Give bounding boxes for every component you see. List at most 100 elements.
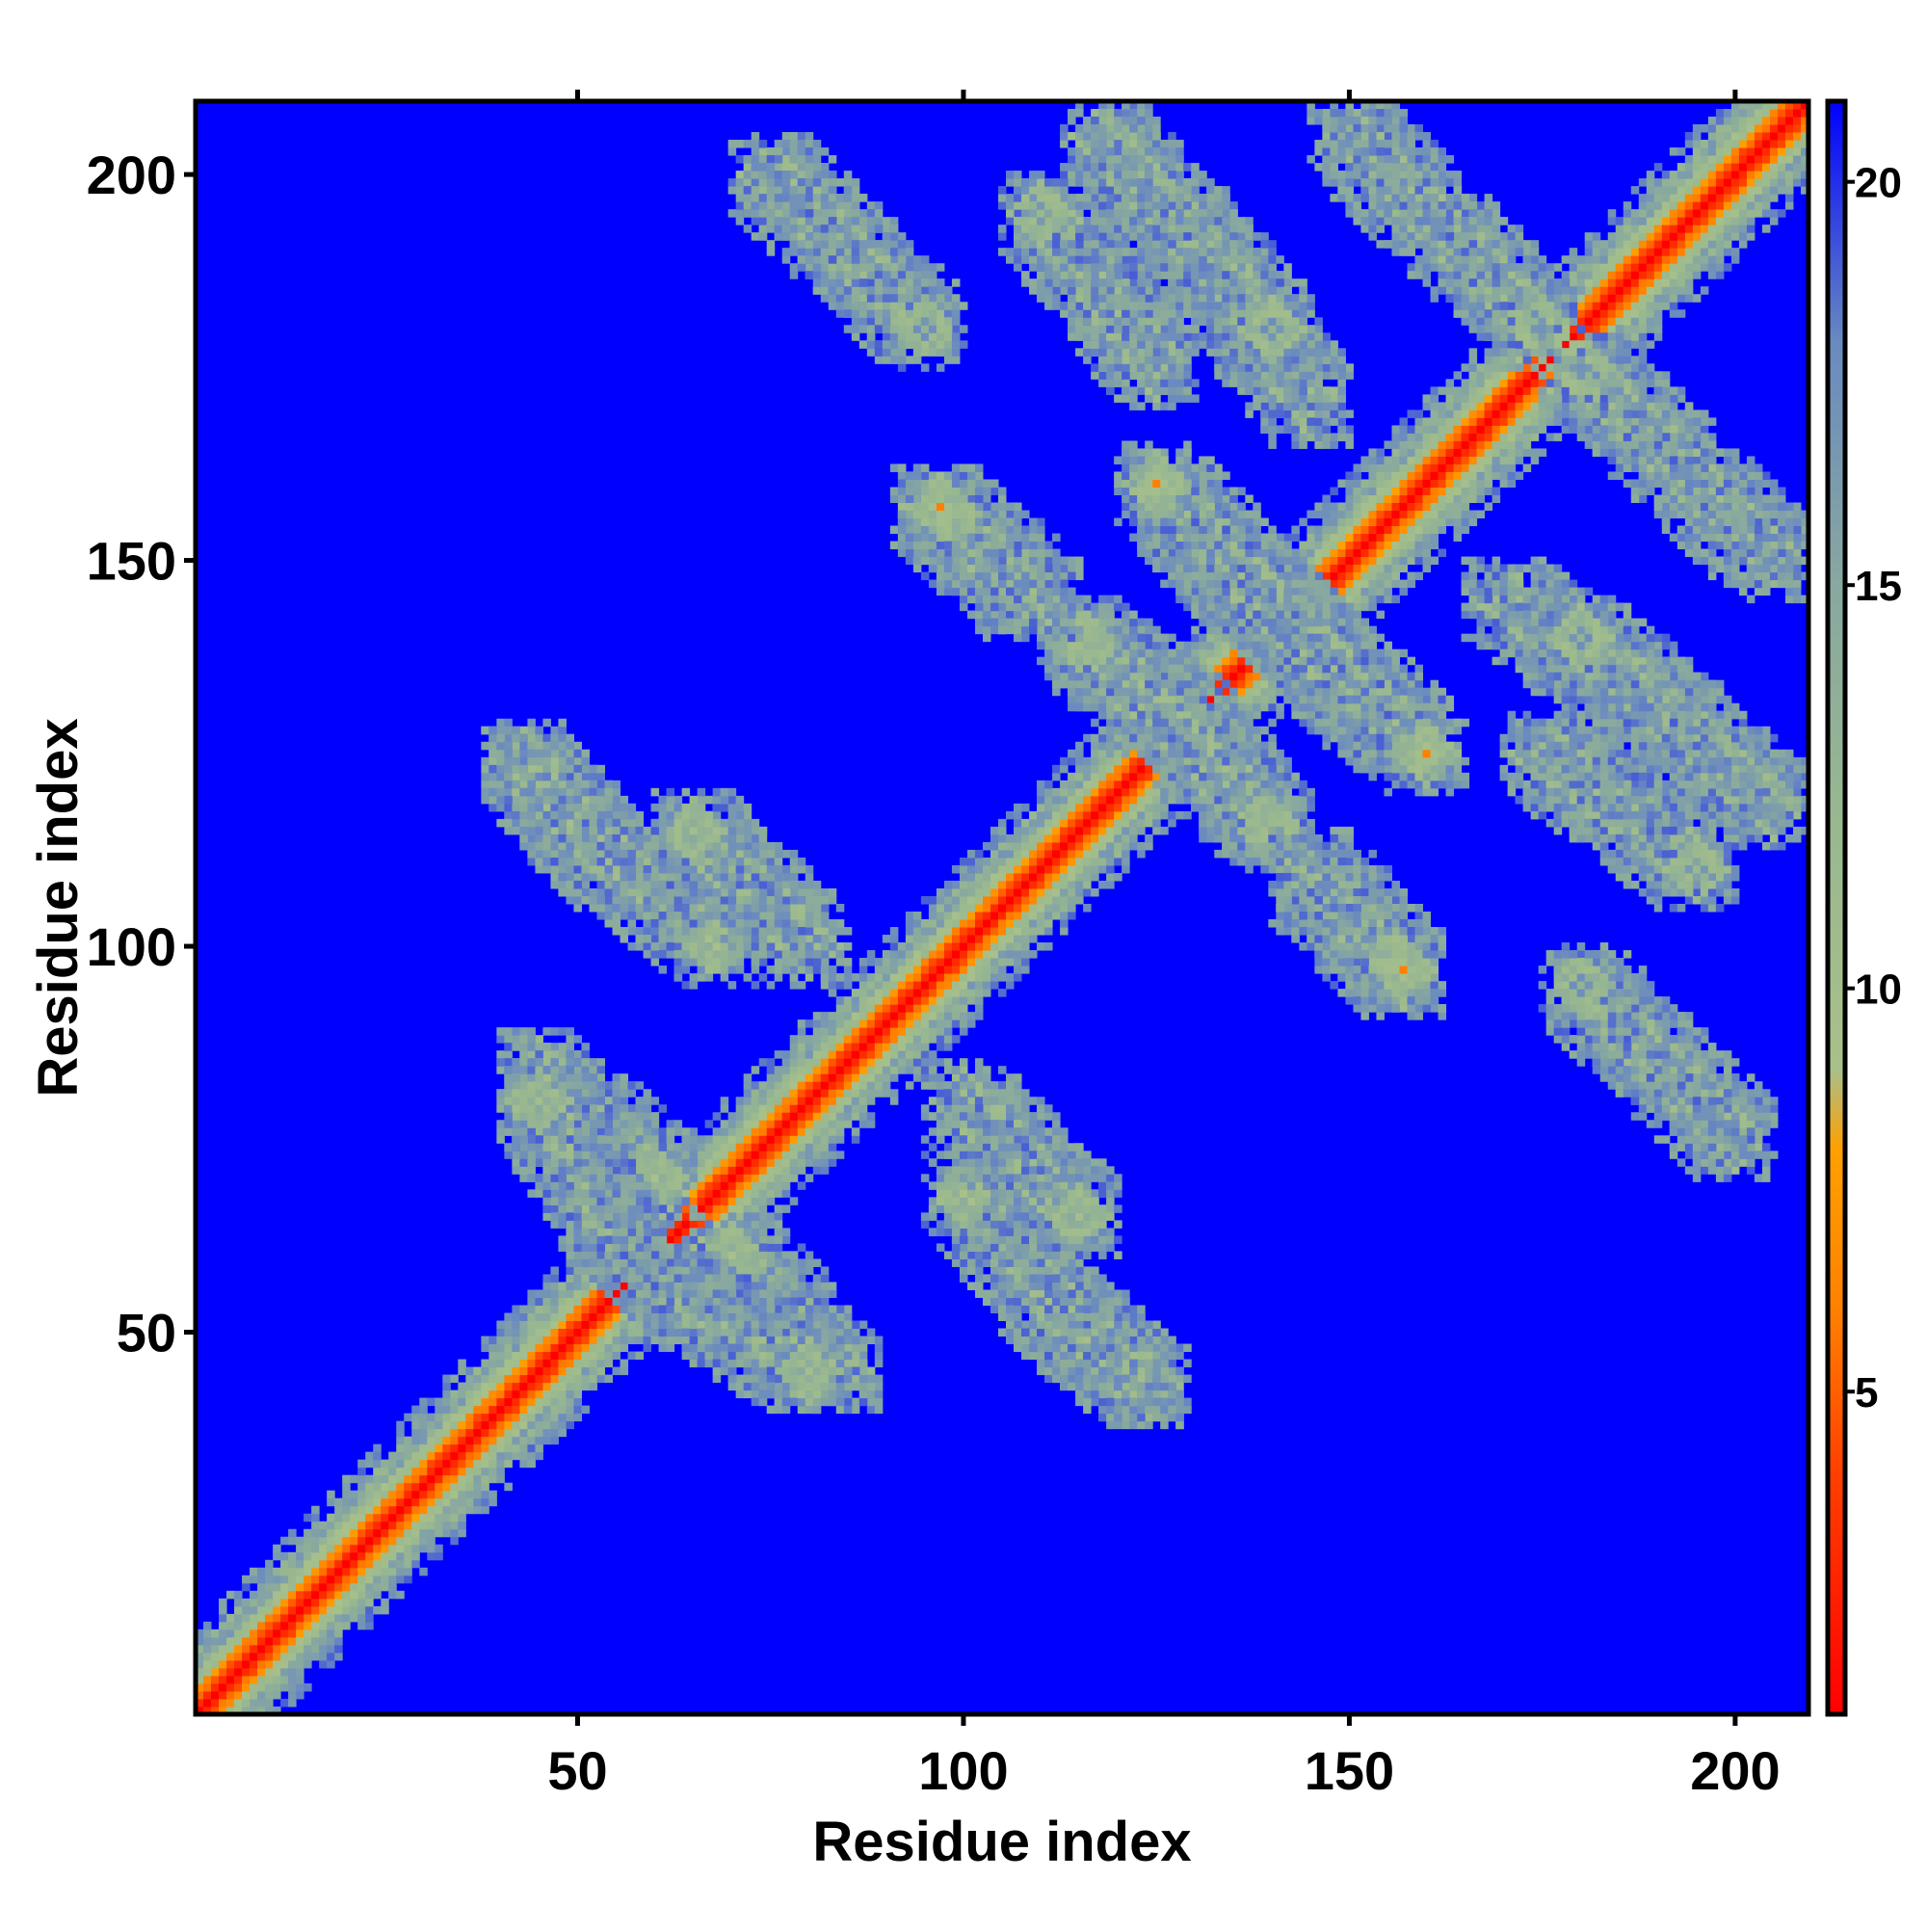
heatmap-cell — [342, 1506, 351, 1515]
heatmap-cell — [273, 1568, 281, 1576]
heatmap-cell — [265, 1622, 274, 1630]
heatmap-cell — [450, 1414, 459, 1422]
heatmap-cell — [265, 1629, 274, 1638]
heatmap-cell — [311, 1653, 320, 1661]
heatmap-cell — [226, 1683, 235, 1692]
heatmap-cell — [404, 1452, 412, 1461]
heatmap-cell — [280, 1699, 289, 1707]
heatmap-cell — [512, 1344, 520, 1353]
heatmap-cell — [357, 1614, 366, 1623]
heatmap-cell — [458, 1483, 466, 1492]
heatmap-cell — [442, 1383, 451, 1391]
heatmap-cell — [311, 1560, 320, 1569]
heatmap-cell — [504, 1390, 513, 1399]
heatmap-cell — [234, 1629, 243, 1638]
heatmap-cell — [381, 1599, 389, 1607]
heatmap-cell — [296, 1606, 304, 1615]
heatmap-cell — [504, 1383, 513, 1391]
heatmap-cell — [342, 1552, 351, 1561]
heatmap-cell — [250, 1676, 258, 1684]
heatmap-cell — [404, 1414, 412, 1422]
heatmap-cell — [465, 1498, 474, 1507]
heatmap-cell — [273, 1575, 281, 1584]
heatmap-cell — [411, 1560, 420, 1569]
heatmap-cell — [304, 1575, 312, 1584]
heatmap-cell — [481, 1444, 489, 1453]
heatmap-cell — [365, 1475, 374, 1484]
heatmap-cell — [334, 1537, 343, 1546]
heatmap-cell — [458, 1506, 466, 1515]
heatmap-cell — [304, 1622, 312, 1630]
heatmap-cell — [242, 1653, 251, 1661]
heatmap-cell — [488, 1360, 497, 1368]
heatmap-cell — [419, 1529, 428, 1538]
heatmap-cell — [450, 1421, 459, 1430]
heatmap-cell — [504, 1414, 513, 1422]
heatmap-cell — [458, 1360, 466, 1368]
heatmap-cell — [265, 1660, 274, 1669]
heatmap-cell — [357, 1529, 366, 1538]
heatmap-cell — [481, 1475, 489, 1484]
heatmap-cell — [226, 1699, 235, 1707]
heatmap-cell — [311, 1599, 320, 1607]
heatmap-cell — [296, 1591, 304, 1600]
heatmap-cell — [342, 1498, 351, 1507]
heatmap-cell — [234, 1653, 243, 1661]
heatmap-cell — [473, 1367, 482, 1376]
heatmap-cell — [458, 1421, 466, 1430]
heatmap-cell — [465, 1444, 474, 1453]
heatmap-cell — [250, 1629, 258, 1638]
heatmap-cell — [504, 1483, 513, 1492]
heatmap-cell — [273, 1645, 281, 1654]
heatmap-cell — [311, 1506, 320, 1515]
heatmap-cell — [280, 1645, 289, 1654]
heatmap-cell — [234, 1691, 243, 1700]
heatmap-cell — [373, 1606, 382, 1615]
heatmap-cell — [388, 1468, 397, 1476]
heatmap-cell — [512, 1390, 520, 1399]
heatmap-cell — [488, 1414, 497, 1422]
heatmap-cell — [465, 1468, 474, 1476]
heatmap-cell — [203, 1645, 212, 1654]
heatmap-cell — [280, 1575, 289, 1584]
heatmap-cell — [411, 1452, 420, 1461]
heatmap-cell — [450, 1429, 459, 1438]
heatmap-cell — [219, 1629, 227, 1638]
heatmap-cell — [265, 1653, 274, 1661]
heatmap-cell — [342, 1537, 351, 1546]
heatmap-cell — [450, 1398, 459, 1407]
heatmap-cell — [226, 1591, 235, 1600]
heatmap-cell — [404, 1475, 412, 1484]
heatmap-cell — [296, 1575, 304, 1584]
heatmap-cell — [504, 1367, 513, 1376]
heatmap-cell — [203, 1622, 212, 1630]
heatmap-cell — [257, 1599, 266, 1607]
heatmap-cell — [311, 1614, 320, 1623]
heatmap-cell — [334, 1560, 343, 1569]
heatmap-cell — [250, 1622, 258, 1630]
heatmap-cell — [265, 1583, 274, 1592]
heatmap-cell — [488, 1460, 497, 1469]
heatmap-cell — [473, 1483, 482, 1492]
heatmap-cell — [365, 1552, 374, 1561]
heatmap-cell — [458, 1529, 466, 1538]
heatmap-cell — [435, 1452, 443, 1461]
heatmap-cell — [488, 1475, 497, 1484]
heatmap-cell — [365, 1483, 374, 1492]
heatmap-cell — [250, 1568, 258, 1576]
heatmap-cell — [504, 1313, 513, 1322]
heatmap-cell — [442, 1375, 451, 1384]
heatmap-cell — [373, 1583, 382, 1592]
heatmap-cell — [427, 1421, 436, 1430]
heatmap-cell — [327, 1645, 335, 1654]
heatmap-cell — [296, 1691, 304, 1700]
heatmap-cell — [304, 1629, 312, 1638]
heatmap-cell — [458, 1498, 466, 1507]
heatmap-cell — [288, 1599, 297, 1607]
heatmap-cell — [219, 1606, 227, 1615]
heatmap-cell — [381, 1522, 389, 1530]
heatmap-cell — [512, 1452, 520, 1461]
heatmap-cell — [280, 1676, 289, 1684]
heatmap-cell — [257, 1660, 266, 1669]
heatmap-cell — [512, 1429, 520, 1438]
